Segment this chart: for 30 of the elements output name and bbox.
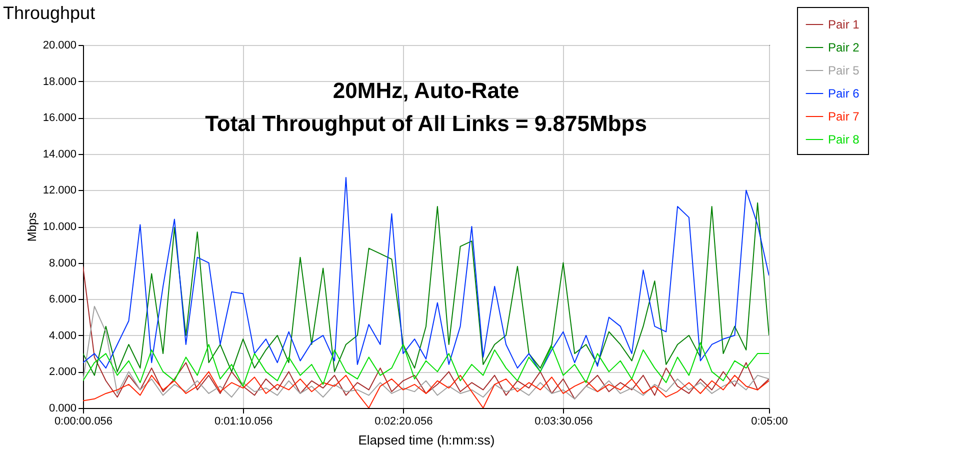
y-tick-label: 2.000 <box>48 366 76 378</box>
x-tick-label: 0:02:20.056 <box>374 416 433 428</box>
y-tick-label: 20.000 <box>42 40 76 52</box>
y-tick-label: 6.000 <box>48 294 76 306</box>
legend-label: Pair 7 <box>828 110 860 124</box>
y-tick-label: 0.000 <box>48 402 76 414</box>
y-tick-label: 4.000 <box>48 330 76 342</box>
y-axis-title: Mbps <box>24 212 39 242</box>
y-tick-label: 18.000 <box>42 76 76 88</box>
y-tick-label: 8.000 <box>48 257 76 270</box>
chart-title: Throughput <box>3 3 96 24</box>
annotation: Total Throughput of All Links = 9.875Mbps <box>205 111 647 136</box>
legend-label: Pair 1 <box>828 18 860 32</box>
y-tick-label: 16.000 <box>42 112 76 124</box>
x-tick-label: 0:05:00 <box>751 416 788 428</box>
legend-label: Pair 2 <box>828 40 860 54</box>
line-series <box>83 306 769 400</box>
line-series <box>83 342 769 387</box>
legend-label: Pair 5 <box>828 64 860 78</box>
legend-label: Pair 8 <box>828 132 860 146</box>
x-tick-label: 0:03:30.056 <box>534 416 593 428</box>
y-tick-label: 14.000 <box>42 148 76 160</box>
line-series <box>83 266 769 400</box>
x-tick-label: 0:01:10.056 <box>214 416 273 428</box>
annotation: 20MHz, Auto-Rate <box>332 78 520 103</box>
legend-label: Pair 6 <box>828 86 860 100</box>
y-tick-label: 12.000 <box>42 184 76 197</box>
x-axis-title: Elapsed time (h:mm:ss) <box>358 432 495 448</box>
y-tick-label: 10.000 <box>42 221 76 233</box>
x-tick-label: 0:00:00.056 <box>54 416 113 428</box>
